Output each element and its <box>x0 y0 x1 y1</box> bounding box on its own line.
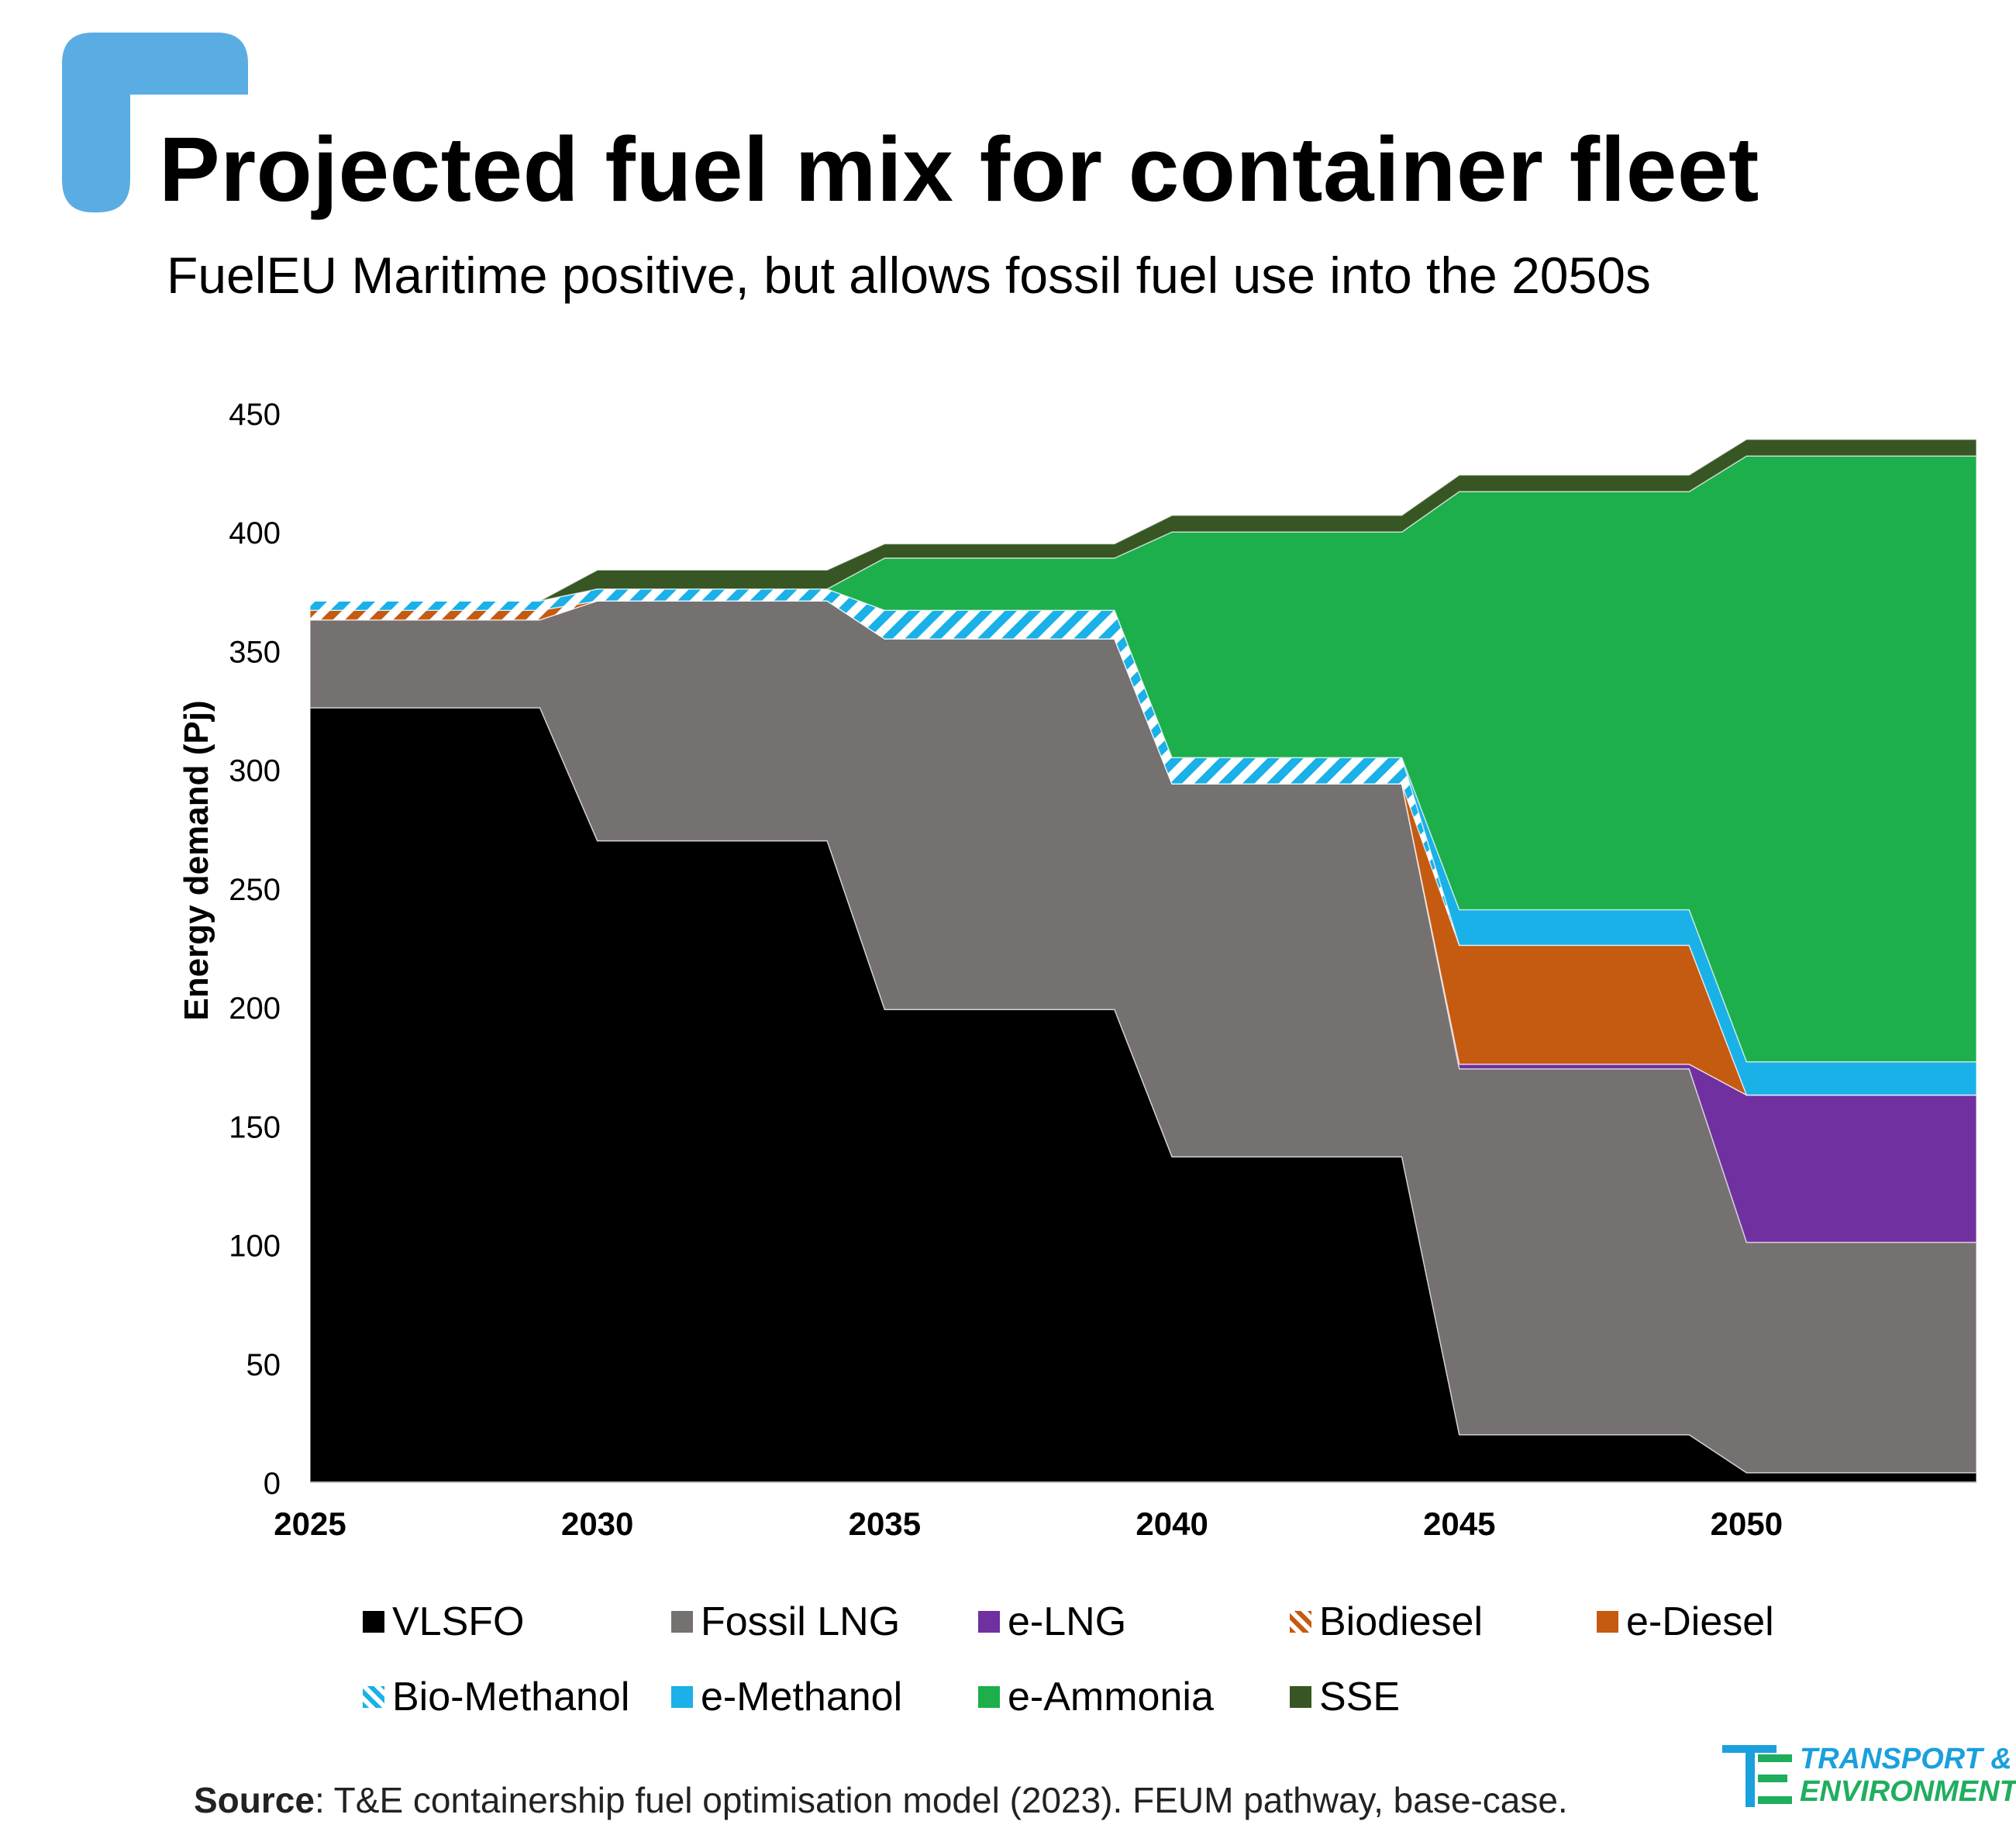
legend-label: Bio-Methanol <box>392 1675 630 1719</box>
te-logo-text: TRANSPORT & ENVIRONMENT <box>1800 1743 2016 1808</box>
source-label: Source <box>194 1780 315 1820</box>
area-layers <box>309 438 1977 1483</box>
legend-label: SSE <box>1319 1675 1401 1719</box>
y-tick-label: 250 <box>229 873 281 907</box>
source-note: Source: T&E containership fuel optimisat… <box>194 1779 1568 1821</box>
x-tick-label: 2045 <box>1423 1506 1495 1542</box>
legend-swatch <box>978 1686 1000 1708</box>
source-text: : T&E containership fuel optimisation mo… <box>314 1780 1568 1820</box>
legend-swatch <box>1290 1611 1311 1633</box>
legend-swatch <box>363 1611 384 1633</box>
y-tick-label: 50 <box>246 1348 281 1382</box>
legend-item-biodiesel: Biodiesel <box>1290 1602 1483 1642</box>
legend-item-e-diesel: e-Diesel <box>1597 1602 1774 1642</box>
legend-item-sse: SSE <box>1290 1677 1400 1717</box>
x-axis: 2025 2030 2035 2040 2045 2050 <box>274 1481 1976 1542</box>
legend-swatch <box>1597 1611 1618 1633</box>
legend-swatch <box>363 1686 384 1708</box>
y-tick-label: 300 <box>229 754 281 788</box>
legend-item-bio-methanol: Bio-Methanol <box>363 1677 629 1717</box>
legend-label: Fossil LNG <box>701 1599 901 1644</box>
y-tick-label: 100 <box>229 1230 281 1264</box>
legend-label: e-Methanol <box>701 1675 903 1719</box>
legend-swatch <box>978 1611 1000 1633</box>
legend-swatch <box>1290 1686 1311 1708</box>
legend-item-vlsfo: VLSFO <box>363 1602 525 1642</box>
x-tick-label: 2025 <box>274 1506 346 1542</box>
te-logo-icon <box>1722 1745 1792 1807</box>
fuel-mix-chart: 0 50 100 150 200 250 300 350 400 450 2025 2030 2035… <box>177 398 1977 1542</box>
legend-swatch <box>671 1686 693 1708</box>
x-tick-label: 2030 <box>561 1506 633 1542</box>
x-tick-label: 2040 <box>1136 1506 1208 1542</box>
legend-label: e-Ammonia <box>1008 1675 1214 1719</box>
legend-label: e-Diesel <box>1626 1599 1774 1644</box>
y-axis-label: Energy demand (Pj) <box>177 700 215 1020</box>
y-axis: 0 50 100 150 200 250 300 350 400 450 <box>229 398 281 1501</box>
x-tick-label: 2050 <box>1711 1506 1783 1542</box>
y-tick-label: 450 <box>229 398 281 432</box>
te-logo-line2: ENVIRONMENT <box>1800 1775 2016 1808</box>
legend-item-fossil-lng: Fossil LNG <box>671 1602 900 1642</box>
x-tick-label: 2035 <box>849 1506 921 1542</box>
te-logo-line1: TRANSPORT & <box>1800 1743 2012 1775</box>
area-sse <box>310 438 1977 602</box>
legend-item-e-methanol: e-Methanol <box>671 1677 902 1717</box>
page-title: Projected fuel mix for container fleet <box>159 119 1759 221</box>
legend-swatch <box>671 1611 693 1633</box>
legend-item-e-lng: e-LNG <box>978 1602 1126 1642</box>
legend-label: e-LNG <box>1008 1599 1127 1644</box>
y-tick-label: 350 <box>229 635 281 669</box>
y-tick-label: 150 <box>229 1110 281 1144</box>
y-tick-label: 200 <box>229 992 281 1026</box>
legend-item-e-ammonia: e-Ammonia <box>978 1677 1214 1717</box>
legend-label: VLSFO <box>392 1599 525 1644</box>
page-subtitle: FuelEU Maritime positive, but allows fos… <box>167 247 1651 304</box>
y-tick-label: 0 <box>264 1467 281 1501</box>
brand-corner-mark <box>62 33 248 212</box>
y-tick-label: 400 <box>229 516 281 550</box>
legend-label: Biodiesel <box>1319 1599 1484 1644</box>
